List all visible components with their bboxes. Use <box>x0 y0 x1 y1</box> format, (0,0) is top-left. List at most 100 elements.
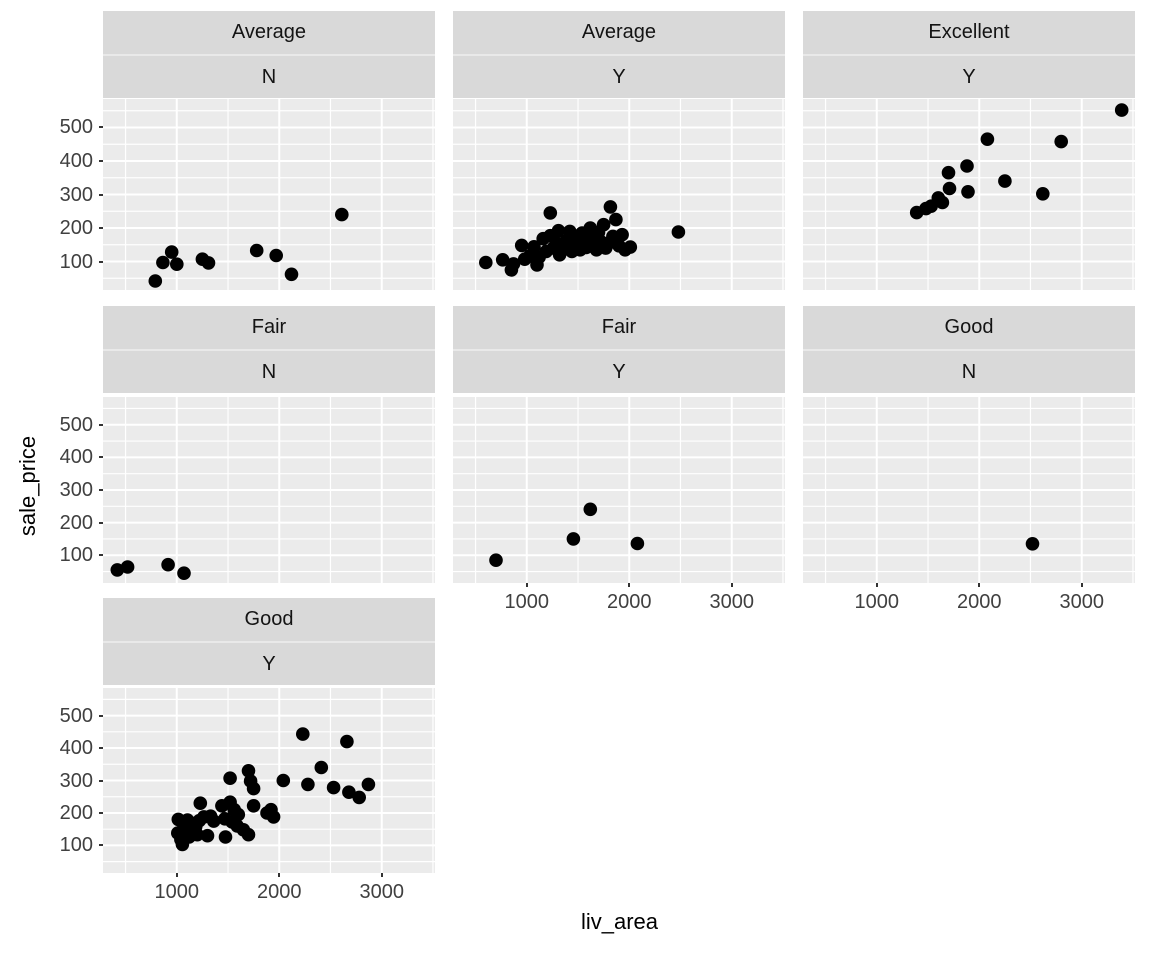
data-point <box>980 132 995 146</box>
data-point <box>566 532 581 546</box>
y-tick-mark <box>99 227 103 229</box>
panel-canvas-average-n <box>103 99 435 290</box>
data-point <box>170 257 184 271</box>
data-point <box>352 790 366 805</box>
data-point <box>335 207 349 222</box>
y-tick-label: 500 <box>59 413 93 436</box>
panel-canvas-fair-y <box>453 397 785 583</box>
y-tick-mark <box>99 554 103 557</box>
data-point <box>603 200 618 214</box>
y-tick-mark <box>99 423 103 426</box>
strip-label-condition: Average <box>231 21 307 44</box>
panel-canvas-fair-n <box>103 397 435 583</box>
y-tick-mark <box>99 779 103 782</box>
data-point <box>156 255 170 270</box>
data-point <box>241 764 256 778</box>
data-point <box>201 256 216 270</box>
facet-panel-excellent-y <box>803 99 1135 290</box>
data-point <box>942 181 957 196</box>
x-axis-title: liv_area <box>580 909 659 934</box>
data-point <box>276 773 291 788</box>
x-tick-mark <box>525 583 528 587</box>
y-tick-mark <box>99 521 103 524</box>
data-point <box>361 777 376 792</box>
data-point <box>223 771 237 785</box>
data-point <box>120 560 135 574</box>
data-point <box>543 206 558 220</box>
facet-strip-average-n: Average N <box>103 11 435 98</box>
facet-strip-good-y: Good Y <box>103 598 435 685</box>
data-point <box>671 225 686 239</box>
x-tick-mark <box>380 873 383 877</box>
y-tick-label: 500 <box>59 704 93 727</box>
data-point <box>941 165 956 180</box>
y-tick-mark <box>99 844 103 847</box>
y-tick-label: 400 <box>59 149 93 172</box>
panel-canvas-good-n <box>803 397 1135 583</box>
x-tick-label: 2000 <box>256 881 302 903</box>
x-tick-mark <box>628 583 631 587</box>
strip-label-condition: Good <box>244 608 294 631</box>
data-point <box>596 217 611 232</box>
strip-label-condition: Average <box>581 21 657 44</box>
data-point <box>1025 537 1040 551</box>
y-tick-label: 200 <box>59 217 93 239</box>
data-point <box>609 212 623 227</box>
x-tick-mark <box>1080 583 1083 587</box>
y-tick-mark <box>99 159 103 162</box>
data-point <box>961 185 975 199</box>
y-tick-mark <box>99 489 103 491</box>
strip-label-condition: Fair <box>251 316 287 339</box>
facet-panel-good-n <box>803 397 1135 583</box>
strip-label-central-air: Y <box>803 53 1135 99</box>
data-point <box>284 267 299 282</box>
data-point <box>506 257 521 271</box>
data-point <box>935 195 950 210</box>
data-point <box>583 502 598 517</box>
strip-label-central-air: N <box>803 348 1135 394</box>
y-tick-mark <box>99 714 103 717</box>
y-tick-mark <box>99 811 103 814</box>
x-tick-label: 1000 <box>504 591 550 613</box>
data-point <box>1036 187 1050 201</box>
strip-label-central-air: Y <box>453 348 785 394</box>
x-tick-label: 3000 <box>1059 591 1104 613</box>
data-point <box>241 827 256 842</box>
data-point <box>161 557 175 572</box>
y-tick-label: 200 <box>59 511 93 534</box>
data-point <box>200 828 215 843</box>
data-point <box>301 777 315 792</box>
y-tick-mark <box>99 747 103 750</box>
panel-canvas-good-y <box>103 688 435 873</box>
strip-label-central-air: N <box>103 53 435 99</box>
data-point <box>1114 103 1129 117</box>
facet-strip-fair-n: Fair N <box>103 306 435 393</box>
x-tick-mark <box>278 873 281 877</box>
data-point <box>110 563 125 577</box>
y-tick-label: 100 <box>59 250 93 273</box>
data-point <box>514 238 529 253</box>
data-point <box>960 159 974 173</box>
y-tick-label: 300 <box>59 479 93 501</box>
x-tick-label: 2000 <box>606 591 652 613</box>
facet-panel-average-n <box>103 99 435 290</box>
data-point <box>489 553 503 567</box>
y-tick-label: 500 <box>59 116 93 139</box>
facet-panel-good-y <box>103 688 435 873</box>
data-point <box>164 245 179 259</box>
data-point <box>266 810 281 824</box>
y-tick-label: 400 <box>59 737 93 760</box>
strip-label-condition: Fair <box>601 316 637 339</box>
data-point <box>314 760 329 775</box>
data-point <box>340 734 354 749</box>
facet-strip-fair-y: Fair Y <box>453 306 785 393</box>
data-point <box>218 830 233 844</box>
data-point <box>326 780 341 795</box>
data-point <box>296 727 310 741</box>
data-point <box>615 227 629 242</box>
data-point <box>246 799 261 813</box>
strip-label-central-air: Y <box>103 640 435 686</box>
data-point <box>527 240 541 254</box>
panel-canvas-average-y <box>453 99 785 290</box>
x-tick-mark <box>175 873 178 877</box>
